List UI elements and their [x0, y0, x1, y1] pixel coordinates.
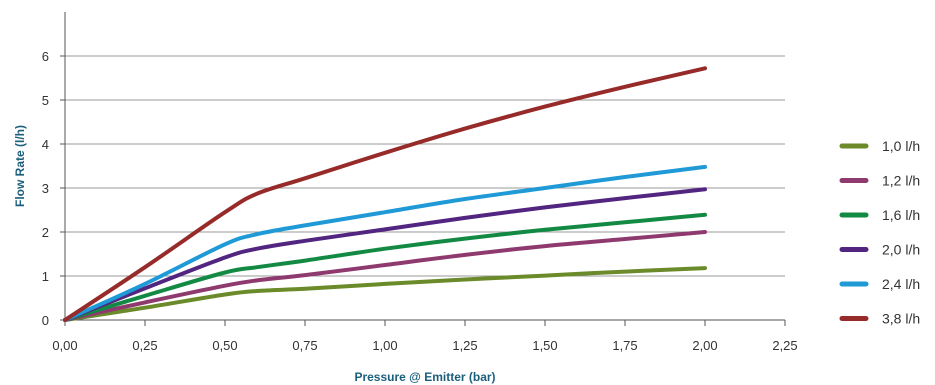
x-tick-label: 0,50 — [212, 338, 237, 353]
x-tick-label: 0,25 — [132, 338, 157, 353]
y-tick-label: 6 — [42, 49, 49, 64]
y-tick-label: 0 — [42, 313, 49, 328]
y-axis-title: Flow Rate (l/h) — [13, 125, 27, 207]
y-tick-labels: 0 1 2 3 4 5 6 — [42, 49, 65, 328]
y-tick-label: 1 — [42, 269, 49, 284]
x-tick-label: 0,00 — [52, 338, 77, 353]
y-tick-label: 4 — [42, 137, 49, 152]
gridlines — [65, 55, 785, 277]
legend-label: 1,0 l/h — [882, 138, 920, 154]
x-tick-label: 2,00 — [692, 338, 717, 353]
legend-label: 3,8 l/h — [882, 311, 920, 327]
series-line — [63, 230, 707, 322]
series-line — [63, 66, 707, 322]
legend-label: 2,4 l/h — [882, 276, 920, 292]
y-tick-label: 2 — [42, 225, 49, 240]
series-line — [63, 164, 707, 322]
series-line — [63, 266, 707, 322]
x-tick-label: 2,25 — [772, 338, 797, 353]
y-tick-label: 5 — [42, 93, 49, 108]
y-tick-label: 3 — [42, 181, 49, 196]
x-tick-labels: 0,00 0,25 0,50 0,75 1,00 1,25 1,50 1,75 2,00 2,25 — [52, 320, 798, 353]
series-lines — [63, 66, 707, 322]
axes — [64, 12, 785, 321]
x-tick-label: 1,50 — [532, 338, 557, 353]
x-axis-title: Pressure @ Emitter (bar) — [354, 370, 495, 384]
x-tick-label: 1,75 — [612, 338, 637, 353]
legend: 1,0 l/h 1,2 l/h 1,6 l/h 2,0 l/h 2,4 l/h 3,8 l… — [839, 138, 920, 327]
x-tick-label: 1,00 — [372, 338, 397, 353]
series-line — [63, 212, 707, 322]
x-tick-label: 1,25 — [452, 338, 477, 353]
legend-label: 1,2 l/h — [882, 173, 920, 189]
legend-label: 1,6 l/h — [882, 207, 920, 223]
legend-label: 2,0 l/h — [882, 242, 920, 258]
x-tick-label: 0,75 — [292, 338, 317, 353]
series-line — [63, 187, 707, 322]
